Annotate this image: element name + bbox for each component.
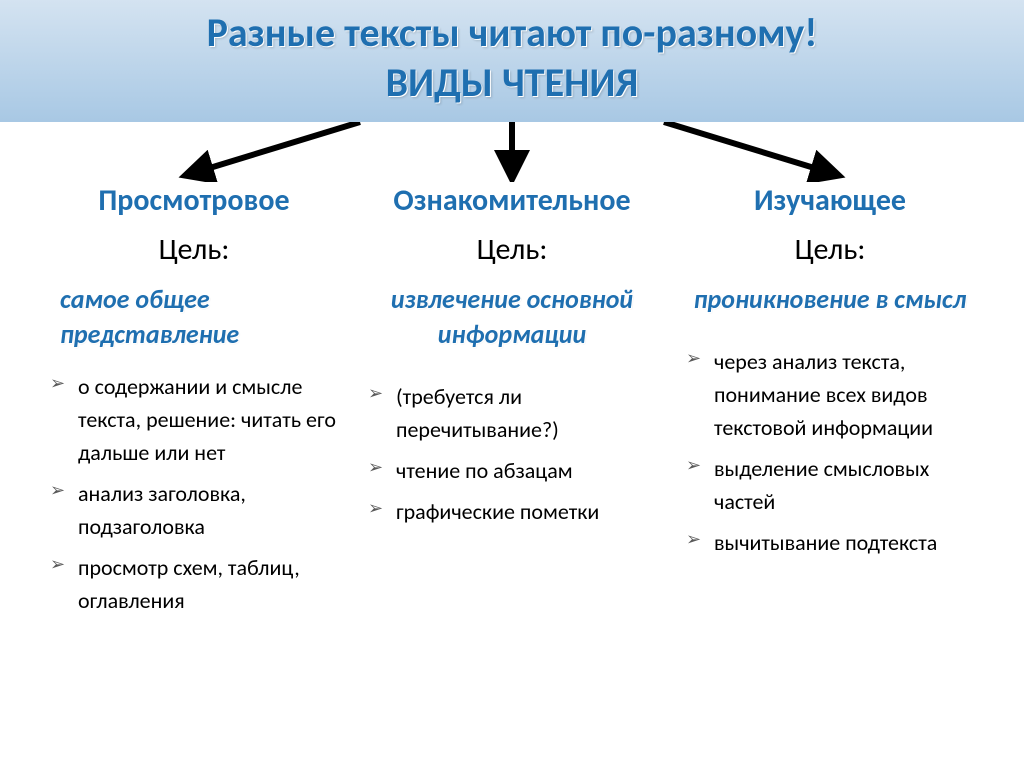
arrow-region bbox=[0, 122, 1024, 182]
list-item: о содержании и смысле текста, решение: ч… bbox=[50, 370, 338, 469]
column-heading: Просмотровое bbox=[50, 182, 338, 219]
list-item: вычитывание подтекста bbox=[686, 526, 974, 559]
column-oznakomitelnoye: Ознакомительное Цель: извлечение основно… bbox=[368, 182, 656, 625]
list-item: анализ заголовка, подзаголовка bbox=[50, 477, 338, 543]
goal-text: проникновение в смысл bbox=[686, 282, 974, 317]
column-heading: Изучающее bbox=[686, 182, 974, 219]
goal-label: Цель: bbox=[50, 231, 338, 268]
list-item: (требуется ли перечитывание?) bbox=[368, 380, 656, 446]
list-item: через анализ текста, понимание всех видо… bbox=[686, 345, 974, 444]
arrow-icon bbox=[190, 122, 360, 174]
bullet-list: о содержании и смысле текста, решение: ч… bbox=[50, 370, 338, 617]
arrows-svg bbox=[0, 122, 1024, 182]
arrow-icon bbox=[664, 122, 834, 174]
column-izuchayushchee: Изучающее Цель: проникновение в смысл че… bbox=[686, 182, 974, 625]
goal-label: Цель: bbox=[368, 231, 656, 268]
goal-text: самое общее представление bbox=[50, 282, 338, 352]
list-item: графические пометки bbox=[368, 495, 656, 528]
title-line-1: Разные тексты читают по-разному! bbox=[0, 8, 1024, 58]
columns-container: Просмотровое Цель: самое общее представл… bbox=[0, 182, 1024, 625]
list-item: выделение смысловых частей bbox=[686, 452, 974, 518]
bullet-list: (требуется ли перечитывание?) чтение по а… bbox=[368, 380, 656, 528]
list-item: просмотр схем, таблиц, оглавления bbox=[50, 551, 338, 617]
goal-text: извлечение основной информации bbox=[368, 282, 656, 352]
slide-header: Разные тексты читают по-разному! ВИДЫ ЧТ… bbox=[0, 0, 1024, 122]
bullet-list: через анализ текста, понимание всех видо… bbox=[686, 345, 974, 559]
title-line-2: ВИДЫ ЧТЕНИЯ bbox=[0, 58, 1024, 108]
column-prosmotrovoye: Просмотровое Цель: самое общее представл… bbox=[50, 182, 338, 625]
column-heading: Ознакомительное bbox=[368, 182, 656, 219]
list-item: чтение по абзацам bbox=[368, 454, 656, 487]
goal-label: Цель: bbox=[686, 231, 974, 268]
